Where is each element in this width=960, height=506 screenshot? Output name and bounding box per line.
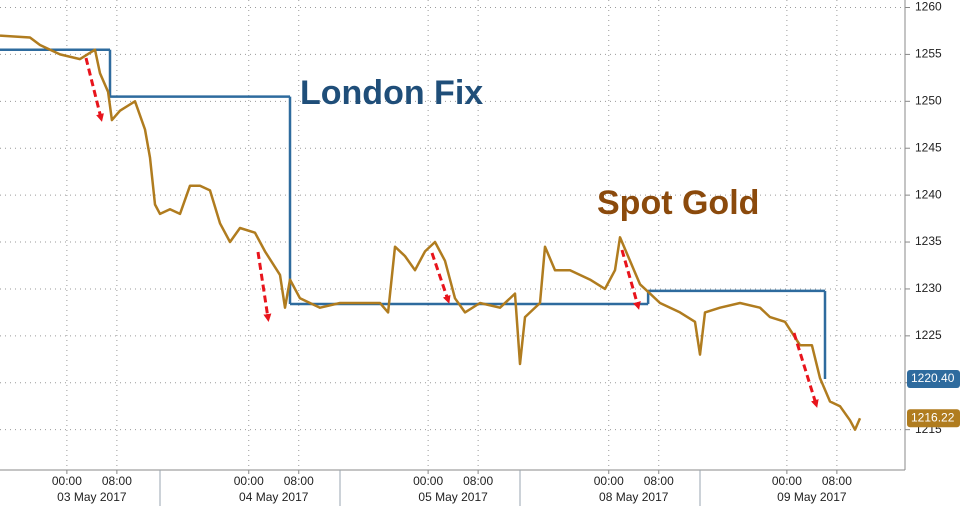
x-tick-label: 08:00 [644, 474, 674, 488]
x-tick-label: 08:00 [463, 474, 493, 488]
date-label: 08 May 2017 [599, 490, 669, 504]
date-label: 05 May 2017 [418, 490, 488, 504]
x-tick-label: 00:00 [772, 474, 802, 488]
x-tick-label: 08:00 [102, 474, 132, 488]
x-tick-label: 00:00 [594, 474, 624, 488]
annotation: London Fix [300, 74, 483, 112]
arrow [256, 251, 272, 322]
x-tick-label: 00:00 [52, 474, 82, 488]
x-tick-label: 00:00 [234, 474, 264, 488]
date-label: 09 May 2017 [777, 490, 847, 504]
arrow [430, 252, 451, 304]
last-value-label: 1220.40 [911, 371, 955, 385]
y-tick-label: 1235 [915, 234, 942, 248]
date-label: 04 May 2017 [239, 490, 309, 504]
y-tick-label: 1240 [915, 187, 942, 201]
grid [0, 0, 905, 470]
y-tick-label: 1250 [915, 93, 942, 107]
arrow [620, 249, 641, 310]
x-tick-label: 08:00 [284, 474, 314, 488]
y-tick-label: 1255 [915, 47, 942, 61]
annotation: Spot Gold [597, 184, 759, 222]
date-label: 03 May 2017 [57, 490, 127, 504]
arrow [792, 332, 819, 408]
y-tick-label: 1260 [915, 0, 942, 14]
y-tick-label: 1230 [915, 281, 942, 295]
x-tick-label: 08:00 [822, 474, 852, 488]
last-value-label: 1216.22 [911, 410, 955, 424]
x-tick-label: 00:00 [413, 474, 443, 488]
last-value-badge [907, 409, 960, 428]
y-tick-label: 1245 [915, 140, 942, 154]
last-value-badge [907, 370, 960, 389]
y-tick-label: 1225 [915, 328, 942, 342]
price-line [0, 34, 862, 431]
plot [0, 34, 862, 431]
axes: 1215122012251230123512401245125012551260… [52, 0, 960, 504]
